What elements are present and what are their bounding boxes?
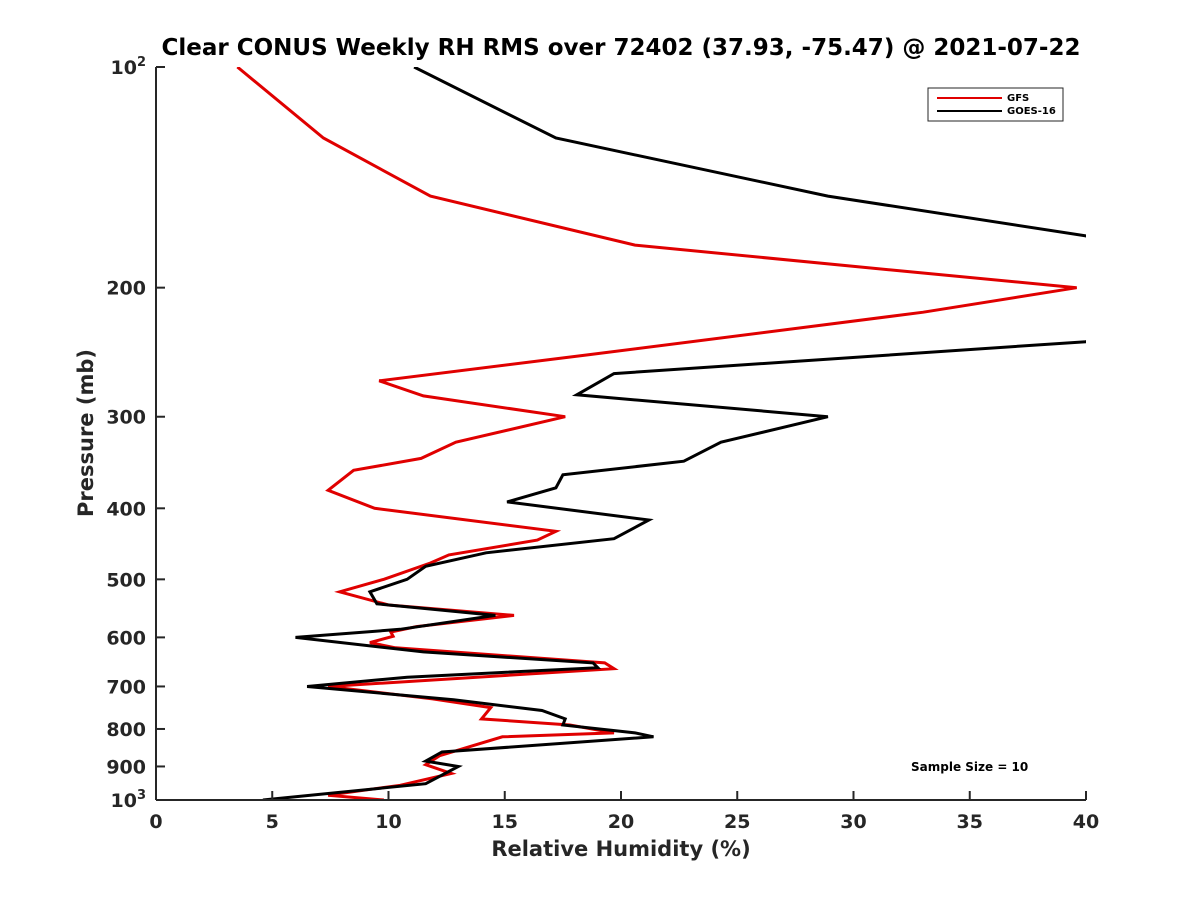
axes	[155, 67, 1086, 801]
x-tick-label: 40	[1073, 811, 1099, 833]
y-tick-label: 900	[106, 756, 146, 778]
y-tick-label: 300	[106, 407, 146, 429]
legend-label-goes16: GOES-16	[1007, 106, 1056, 117]
x-tick-label: 10	[375, 811, 401, 833]
chart-title: Clear CONUS Weekly RH RMS over 72402 (37…	[162, 35, 1081, 61]
x-ticks: 0 5 10 15 20 25 30 35 40	[149, 791, 1099, 833]
y-ticks: 102 200 300 400 500 600 700 800 900 103	[106, 55, 165, 812]
y-tick-label: 400	[106, 498, 146, 520]
x-tick-label: 30	[840, 811, 866, 833]
legend: GFS GOES-16	[927, 87, 1064, 122]
y-tick-label: 700	[106, 676, 146, 698]
y-tick-label: 200	[106, 278, 146, 300]
x-tick-label: 0	[149, 811, 162, 833]
y-tick-label: 600	[106, 627, 146, 649]
series-line-gfs	[236, 67, 1077, 800]
x-tick-label: 5	[266, 811, 279, 833]
series-line-goes16	[262, 67, 1086, 800]
x-axis-label: Relative Humidity (%)	[491, 837, 750, 861]
y-tick-label: 500	[106, 569, 146, 591]
sample-size-annotation: Sample Size = 10	[911, 760, 1028, 774]
x-tick-label: 25	[724, 811, 750, 833]
x-tick-label: 20	[608, 811, 634, 833]
y-tick-label: 102	[111, 55, 147, 79]
y-tick-label: 103	[111, 788, 147, 812]
x-tick-label: 35	[957, 811, 983, 833]
y-axis-label: Pressure (mb)	[74, 349, 98, 517]
legend-box	[927, 87, 1064, 122]
y-tick-label: 800	[106, 719, 146, 741]
series-layer	[236, 67, 1086, 800]
legend-label-gfs: GFS	[1007, 93, 1029, 104]
x-tick-label: 15	[492, 811, 518, 833]
